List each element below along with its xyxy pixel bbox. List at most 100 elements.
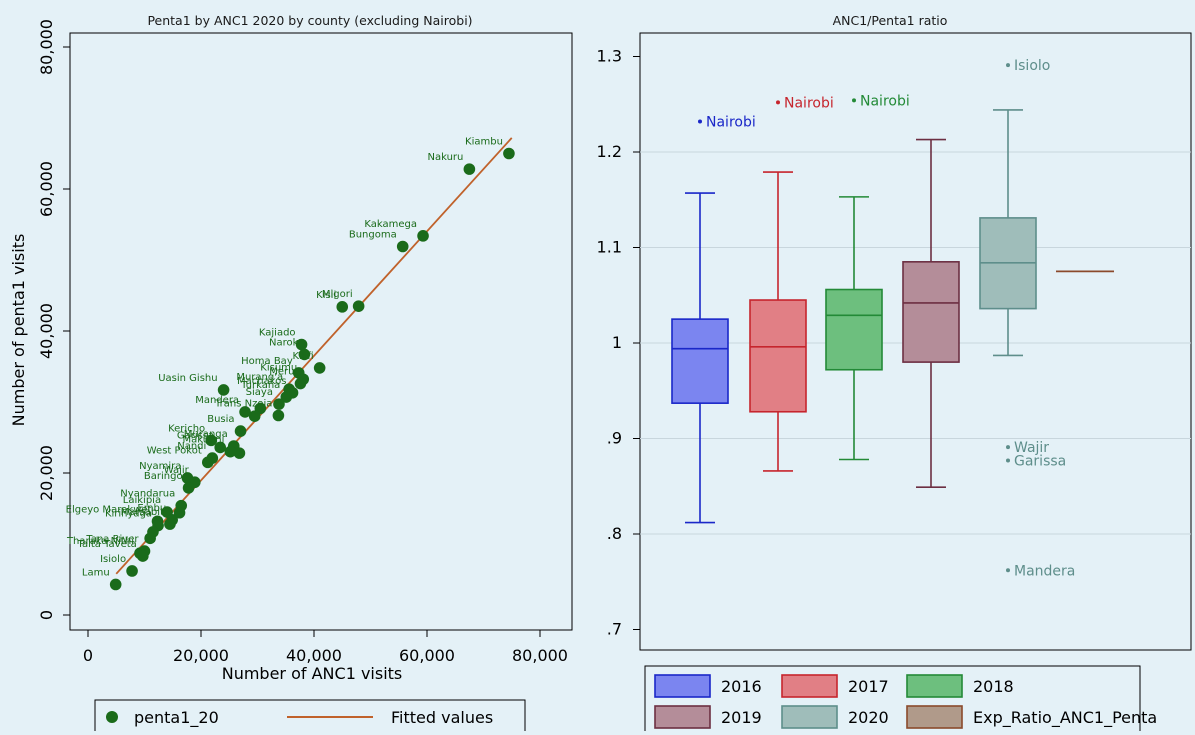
legend-label: 2016: [721, 677, 762, 696]
point-label: Turkana: [240, 380, 280, 391]
legend-label: Exp_Ratio_ANC1_Penta: [973, 708, 1157, 728]
box-2016: [671, 318, 729, 404]
point-label: Narok: [269, 337, 299, 348]
y-tick-label: 0: [37, 610, 56, 620]
scatter-point: [201, 456, 214, 469]
scatter-point: [313, 362, 326, 374]
scatter-point: [234, 425, 247, 437]
point-label: Kirinyaga: [105, 509, 152, 520]
point-label: Kisii: [316, 290, 336, 301]
point-label: Nyandarua: [120, 489, 175, 500]
point-label: Isiolo: [100, 554, 126, 565]
outlier-label: Garissa: [1014, 453, 1066, 469]
y-tick-label: .8: [607, 524, 622, 543]
legend-swatch-points: [106, 711, 118, 723]
point-label: Siaya: [246, 387, 273, 398]
outlier-point: [776, 100, 780, 105]
legend-swatch-2018: [906, 674, 963, 698]
point-label: Laikipia: [123, 495, 161, 506]
y-tick-label: 1: [612, 333, 622, 352]
x-tick-label: 40,000: [286, 646, 342, 665]
scatter-point: [233, 447, 246, 459]
scatter-title: Penta1 by ANC1 2020 by county (excluding…: [147, 13, 472, 28]
scatter-point: [295, 338, 308, 351]
scatter-point: [273, 398, 285, 410]
point-label: Baringo: [144, 471, 183, 482]
scatter-point: [396, 240, 409, 253]
box-marks: .7 .8 .9 1 1.1 1.2 1.3 Nairobi Nairobi Nairobi Isi…: [597, 47, 1191, 639]
scatter-point: [417, 230, 429, 242]
legend-swatch-Exp_Ratio_ANC1_Penta: [906, 705, 963, 729]
scatter-point: [503, 147, 515, 160]
legend-label: 2020: [848, 708, 889, 727]
scatter-point: [298, 348, 311, 361]
point-label: Homa Bay: [241, 356, 293, 367]
scatter-point: [224, 445, 237, 458]
outlier-label: Mandera: [1014, 563, 1075, 579]
point-label: Kilifi: [292, 351, 313, 362]
legend-swatch-2017: [781, 674, 838, 698]
box-legend-items: 2016 2017 2018 2019 2020 Exp_Ratio_ANC1_Penta: [654, 674, 1157, 729]
legend-swatch-2016: [654, 674, 711, 698]
point-label: Nyamira: [139, 461, 181, 472]
scatter-point: [294, 377, 307, 390]
box-title: ANC1/Penta1 ratio: [833, 13, 948, 28]
point-label: Kiambu: [465, 137, 503, 148]
point-label: Taita Taveta: [77, 539, 137, 550]
outlier-point: [1006, 568, 1010, 573]
scatter-point: [144, 532, 156, 545]
outlier-point: [1006, 458, 1010, 463]
legend-swatch-2019: [654, 705, 711, 729]
scatter-point: [280, 391, 293, 403]
legend-label-points: penta1_20: [134, 708, 219, 728]
point-label: Tana River: [85, 534, 139, 545]
scatter-point: [239, 406, 251, 418]
legend-swatch-2020: [781, 705, 838, 729]
point-label: West Pokot: [147, 445, 202, 456]
point-label: Uasin Gishu: [158, 373, 217, 384]
point-label: Kericho: [168, 423, 205, 434]
point-label: Embu: [137, 503, 166, 514]
point-label: Lamu: [82, 567, 110, 578]
legend-label: 2018: [973, 677, 1014, 696]
y-tick-label: 40,000: [37, 303, 56, 359]
y-tick-label: .9: [607, 429, 622, 448]
x-tick-label: 20,000: [173, 646, 229, 665]
legend-label: 2019: [721, 708, 762, 727]
point-label: Murang'a: [236, 372, 283, 383]
scatter-point: [137, 550, 149, 562]
scatter-point: [126, 565, 138, 577]
scatter-point: [336, 301, 349, 313]
outlier-point: [1006, 445, 1010, 450]
outlier-label: Nairobi: [706, 114, 756, 130]
point-label: Trans Nzoia: [214, 398, 272, 409]
y-tick-label: .7: [607, 620, 622, 639]
point-label: Wajir: [164, 465, 190, 476]
x-tick-label: 80,000: [512, 646, 568, 665]
scatter-point: [217, 384, 230, 396]
box-2017: [749, 299, 807, 413]
y-tick-label: 60,000: [37, 161, 56, 217]
scatter-point: [173, 506, 186, 519]
point-label: Meru: [269, 367, 294, 378]
scatter-point: [463, 163, 476, 175]
y-tick-label: 1.1: [597, 238, 622, 257]
x-tick-label: 0: [83, 646, 93, 665]
point-label: Makueni: [183, 435, 225, 446]
point-label: Migori: [322, 289, 353, 300]
scatter-point: [109, 578, 122, 591]
point-label: Mandera: [195, 395, 239, 406]
outlier-label: Nairobi: [860, 93, 910, 109]
outlier-point: [852, 98, 856, 103]
scatter-point: [214, 441, 227, 454]
scatter-xlabel: Number of ANC1 visits: [222, 664, 403, 683]
scatter-point: [272, 409, 285, 422]
scatter-point: [182, 482, 195, 494]
outlier-label: Nairobi: [784, 95, 834, 111]
scatter-point: [352, 300, 365, 312]
legend-label-fit: Fitted values: [391, 708, 493, 727]
y-tick-label: 20,000: [37, 445, 56, 501]
point-label: Nakuru: [427, 152, 463, 163]
